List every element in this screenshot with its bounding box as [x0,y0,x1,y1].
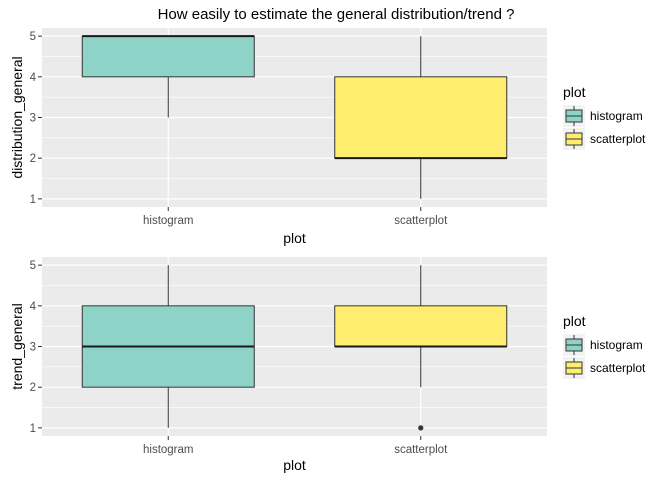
x-axis-title: plot [283,457,306,473]
legend-label: histogram [590,338,643,352]
legend-key-histogram [563,105,585,127]
y-tick-label: 4 [30,72,37,84]
x-tick-label: histogram [143,444,194,456]
box-histogram [81,35,255,118]
y-tick-label: 2 [30,382,36,394]
y-tick-label: 5 [30,31,36,43]
legend-key-scatterplot [563,128,585,150]
box-histogram [81,265,255,428]
chart-panel-1: 1 2 3 4 5 histogram scatterplot plot distributio… [9,28,646,246]
legend-title: plot [563,84,586,100]
y-axis-title: trend_general [9,303,25,389]
box-scatterplot [334,265,508,431]
legend-key-histogram [563,334,585,356]
legend: plot histogram scatterplot [563,313,646,379]
legend-title: plot [563,313,586,329]
outlier-point [418,425,424,431]
y-axis-title: distribution_general [9,56,25,178]
box-scatterplot [334,36,508,199]
y-tick-label: 4 [30,301,37,313]
chart-title: How easily to estimate the general distr… [158,6,515,23]
legend-key-scatterplot [563,357,585,379]
y-tick-label: 5 [30,260,36,272]
legend-label: scatterplot [590,132,646,146]
y-tick-label: 1 [30,423,36,435]
box-body [81,35,255,78]
legend-label: scatterplot [590,361,646,375]
x-tick-label: scatterplot [394,215,448,227]
y-tick-label: 3 [30,342,36,354]
y-tick-label: 1 [30,194,36,206]
y-tick-label: 3 [30,113,36,125]
legend: plot histogram scatterplot [563,84,646,150]
y-tick-label: 2 [30,153,36,165]
legend-label: histogram [590,109,643,123]
x-tick-label: histogram [143,215,194,227]
panels: 1 2 3 4 5 histogram scatterplot plot distributio… [9,28,646,473]
x-tick-label: scatterplot [394,444,448,456]
chart-panel-2: 1 2 3 4 5 histogram scatterplot plot trend_gener… [9,257,646,473]
box-body [334,76,508,159]
box-body [334,305,508,347]
x-axis-title: plot [283,230,306,246]
